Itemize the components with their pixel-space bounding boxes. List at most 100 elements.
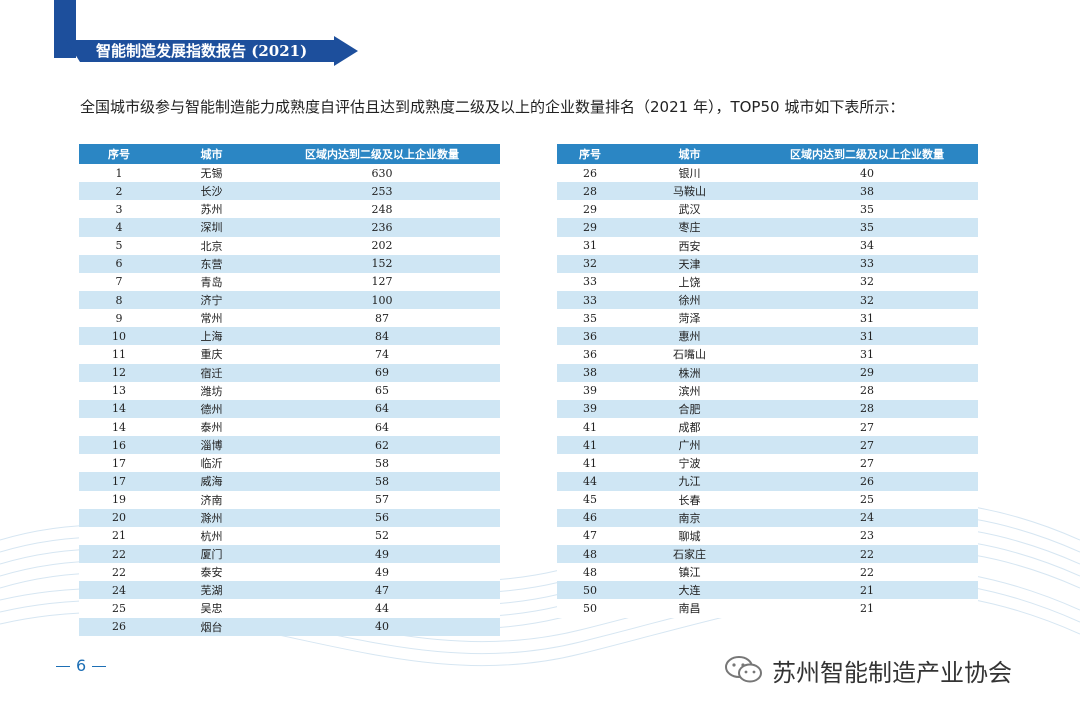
table-row: 32 天津 33 (557, 254, 978, 273)
cell-rank: 47 (557, 526, 623, 545)
cell-city: 芜湖 (159, 581, 264, 600)
cell-count: 38 (756, 182, 978, 201)
cell-rank: 11 (79, 345, 159, 364)
table-row: 1 无锡 630 (79, 164, 500, 183)
cell-city: 厦门 (159, 544, 264, 564)
page-number-dash-left (56, 666, 70, 667)
cell-city: 武汉 (623, 200, 756, 219)
cell-count: 65 (264, 381, 500, 400)
cell-count: 25 (756, 490, 978, 509)
cell-city: 杭州 (159, 526, 264, 545)
cell-city: 滨州 (623, 381, 756, 400)
cell-count: 58 (264, 454, 500, 473)
table-row: 13 潍坊 65 (79, 381, 500, 400)
table-row: 28 马鞍山 38 (557, 182, 978, 201)
cell-city: 长沙 (159, 182, 264, 201)
cell-city: 威海 (159, 472, 264, 491)
table-row: 38 株洲 29 (557, 363, 978, 382)
cell-city: 银川 (623, 164, 756, 183)
cell-count: 34 (756, 236, 978, 255)
cell-rank: 35 (557, 309, 623, 328)
cell-count: 26 (756, 472, 978, 491)
column-header-count: 区域内达到二级及以上企业数量 (264, 144, 500, 164)
cell-count: 31 (756, 309, 978, 328)
cell-rank: 46 (557, 508, 623, 527)
cell-city: 上饶 (623, 272, 756, 291)
cell-rank: 32 (557, 254, 623, 273)
cell-rank: 3 (79, 200, 159, 219)
cell-rank: 44 (557, 472, 623, 491)
cell-count: 64 (264, 417, 500, 437)
cell-rank: 36 (557, 327, 623, 346)
cell-rank: 28 (557, 182, 623, 201)
cell-count: 28 (756, 399, 978, 418)
table-row: 33 徐州 32 (557, 290, 978, 310)
cell-city: 东营 (159, 254, 264, 273)
column-header-rank: 序号 (557, 144, 623, 164)
cell-city: 常州 (159, 309, 264, 328)
cell-count: 40 (264, 617, 500, 636)
ranking-table-right: 序号 城市 区域内达到二级及以上企业数量 26 银川 40 28 马鞍山 38 29 武汉 35… (557, 144, 978, 618)
cell-count: 57 (264, 490, 500, 509)
cell-count: 248 (264, 200, 500, 219)
cell-city: 菏泽 (623, 309, 756, 328)
table-row: 35 菏泽 31 (557, 309, 978, 328)
wechat-icon (725, 656, 762, 683)
table-row: 41 成都 27 (557, 417, 978, 437)
cell-city: 无锡 (159, 164, 264, 183)
table-row: 16 淄博 62 (79, 436, 500, 455)
cell-count: 27 (756, 417, 978, 437)
page-number-dash-right (92, 666, 107, 667)
cell-rank: 8 (79, 290, 159, 310)
cell-count: 23 (756, 526, 978, 545)
cell-rank: 25 (79, 599, 159, 618)
cell-city: 惠州 (623, 327, 756, 346)
cell-rank: 26 (79, 617, 159, 636)
cell-count: 64 (264, 399, 500, 418)
cell-city: 枣庄 (623, 218, 756, 237)
cell-city: 合肥 (623, 399, 756, 418)
cell-count: 202 (264, 236, 500, 255)
cell-city: 济南 (159, 490, 264, 509)
cell-city: 苏州 (159, 200, 264, 219)
cell-count: 100 (264, 290, 500, 310)
table-row: 14 泰州 64 (79, 417, 500, 437)
cell-city: 九江 (623, 472, 756, 491)
table-row: 29 枣庄 35 (557, 218, 978, 237)
cell-count: 29 (756, 363, 978, 382)
table-row: 7 青岛 127 (79, 272, 500, 291)
column-header-city: 城市 (159, 144, 264, 164)
cell-rank: 41 (557, 454, 623, 473)
table-row: 48 镇江 22 (557, 563, 978, 582)
cell-rank: 45 (557, 490, 623, 509)
report-title: 智能制造发展指数报告 (2021) (96, 42, 308, 60)
cell-rank: 7 (79, 272, 159, 291)
cell-count: 56 (264, 508, 500, 527)
cell-city: 宁波 (623, 454, 756, 473)
cell-rank: 17 (79, 454, 159, 473)
cell-count: 49 (264, 563, 500, 582)
cell-rank: 14 (79, 417, 159, 437)
cell-count: 27 (756, 436, 978, 455)
cell-city: 宿迁 (159, 363, 264, 382)
table-row: 50 南昌 21 (557, 599, 978, 618)
cell-count: 21 (756, 581, 978, 600)
table-row: 41 宁波 27 (557, 454, 978, 473)
cell-city: 重庆 (159, 345, 264, 364)
cell-count: 62 (264, 436, 500, 455)
cell-city: 石嘴山 (623, 345, 756, 364)
cell-count: 32 (756, 290, 978, 310)
column-header-rank: 序号 (79, 144, 159, 164)
cell-city: 青岛 (159, 272, 264, 291)
cell-rank: 22 (79, 563, 159, 582)
table-row: 39 滨州 28 (557, 381, 978, 400)
cell-rank: 20 (79, 508, 159, 527)
table-row: 33 上饶 32 (557, 272, 978, 291)
table-header-row: 序号 城市 区域内达到二级及以上企业数量 (557, 144, 978, 164)
cell-count: 152 (264, 254, 500, 273)
cell-count: 87 (264, 309, 500, 328)
page-number: 6 (50, 656, 112, 675)
cell-count: 40 (756, 164, 978, 183)
cell-city: 徐州 (623, 290, 756, 310)
column-header-city: 城市 (623, 144, 756, 164)
